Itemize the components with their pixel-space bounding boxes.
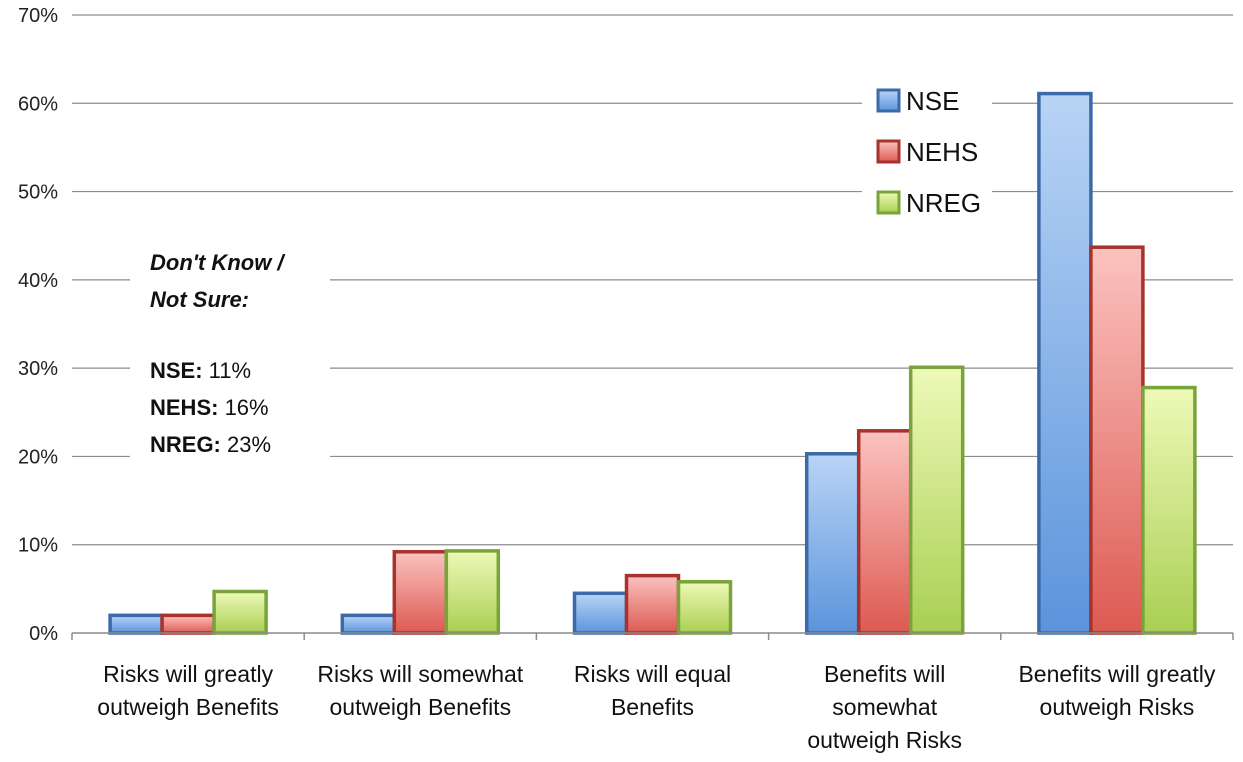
bar-nehs (624, 573, 681, 635)
legend-swatch-nehs (876, 139, 901, 164)
legend-label-nehs: NEHS (906, 137, 978, 167)
legend-swatch-nreg (876, 190, 901, 215)
y-tick-label: 60% (18, 93, 58, 115)
annotation-line: NEHS: 16% (150, 395, 269, 420)
y-tick-label: 40% (18, 270, 58, 292)
bar-nehs (392, 550, 449, 635)
bar-nse (1037, 91, 1093, 635)
bar-nse (340, 613, 397, 635)
bar-nehs (1089, 245, 1145, 635)
y-tick-label: 70% (18, 5, 58, 27)
bar-nreg (212, 589, 268, 635)
legend-swatch-nse (876, 88, 901, 113)
bar-nse (108, 613, 164, 635)
category-label: Risks will greatly outweigh Benefits (97, 661, 279, 720)
x-axis (71, 632, 1234, 640)
bars (108, 91, 1197, 635)
annotation-title-line2: Not Sure: (150, 287, 249, 312)
bar-nreg (676, 580, 733, 635)
category-label: Risks will equal Benefits (574, 661, 731, 720)
bar-nse (804, 452, 861, 635)
category-label: Benefits will somewhat outweigh Risks (807, 661, 962, 753)
y-tick-label: 10% (18, 535, 58, 557)
bar-nehs (856, 429, 913, 635)
dont-know-annotation: Don't Know / Not Sure: NSE: 11% NEHS: 16% NR… (130, 235, 330, 465)
category-label: Benefits will greatly outweigh Risks (1018, 661, 1215, 720)
legend-label-nse: NSE (906, 86, 959, 116)
bar-nehs (160, 613, 216, 635)
bar-nse (572, 591, 629, 635)
annotation-line: NSE: 11% (150, 358, 251, 383)
annotation-line: NREG: 23% (150, 432, 271, 457)
legend: NSE NEHS NREG (862, 80, 992, 220)
y-tick-label: 30% (18, 358, 58, 380)
y-axis-ticks: 0% 10% 20% 30% 40% 50% 60% 70% (18, 5, 58, 645)
annotation-background (130, 235, 330, 465)
annotation-title-line1: Don't Know / (150, 250, 286, 275)
y-tick-label: 20% (18, 446, 58, 468)
bar-nreg (444, 549, 501, 635)
legend-label-nreg: NREG (906, 188, 981, 218)
bar-nreg (908, 365, 965, 635)
bar-nreg (1141, 385, 1197, 635)
category-labels: Risks will greatly outweigh Benefits Risks… (97, 661, 1216, 753)
y-tick-label: 50% (18, 182, 58, 204)
y-tick-label: 0% (29, 623, 58, 645)
category-label: Risks will somewhat outweigh Benefits (317, 661, 523, 720)
